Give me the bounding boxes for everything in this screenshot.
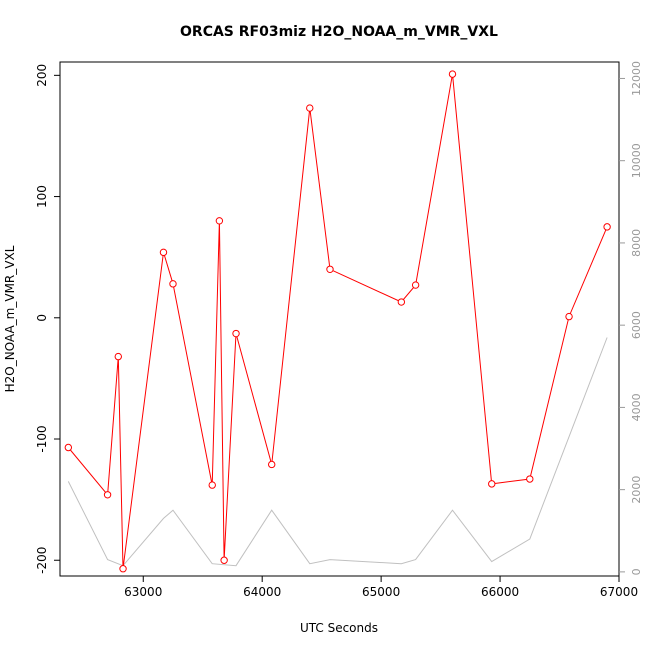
x-axis: 63000 64000 65000 66000 67000 <box>124 576 638 599</box>
y-tick-label: -200 <box>35 547 49 574</box>
y-axis: -200 -100 0 100 200 <box>35 64 60 574</box>
y2-tick-label: 0 <box>630 568 643 575</box>
data-point <box>411 281 420 289</box>
data-point <box>526 475 534 483</box>
data-point <box>326 265 334 273</box>
data-point <box>114 352 122 361</box>
plot-frame <box>59 61 620 577</box>
data-point <box>397 298 406 306</box>
y2-tick-label: 8000 <box>630 229 643 257</box>
series-line-left-axis <box>67 74 608 569</box>
data-point <box>488 480 496 488</box>
x-tick-label: 63000 <box>124 585 162 599</box>
y2-tick-label: 12000 <box>630 61 643 96</box>
data-point <box>448 70 457 78</box>
chart-title: ORCAS RF03miz H2O_NOAA_m_VMR_VXL <box>180 24 498 40</box>
x-tick-label: 66000 <box>481 585 519 599</box>
series-line-right-axis <box>67 337 608 567</box>
y2-tick-label: 2000 <box>630 476 643 504</box>
data-point <box>565 312 573 321</box>
data-point <box>169 280 177 288</box>
y2-axis: 0 2000 4000 6000 8000 10000 12000 <box>619 61 643 575</box>
y2-tick-label: 10000 <box>630 143 643 178</box>
data-point <box>159 248 168 257</box>
y-tick-label: 200 <box>35 64 49 87</box>
data-point <box>232 329 240 338</box>
data-point <box>64 443 73 452</box>
data-point <box>306 104 314 112</box>
data-point <box>103 491 112 499</box>
data-point <box>215 217 224 225</box>
y-axis-label: H2O_NOAA_m_VMR_VXL <box>3 245 17 392</box>
data-point <box>220 556 228 564</box>
y2-tick-label: 4000 <box>630 393 643 421</box>
data-point <box>603 223 611 231</box>
x-tick-label: 64000 <box>243 585 281 599</box>
data-point <box>208 481 216 489</box>
x-tick-label: 65000 <box>362 585 400 599</box>
series-layer <box>64 70 611 573</box>
y-tick-label: -100 <box>35 425 49 452</box>
x-axis-label: UTC Seconds <box>300 621 378 635</box>
y-tick-label: 0 <box>35 314 49 322</box>
y2-tick-label: 6000 <box>630 311 643 339</box>
x-tick-label: 67000 <box>600 585 638 599</box>
data-point <box>268 460 276 469</box>
data-point <box>119 565 127 573</box>
y-tick-label: 100 <box>35 185 49 208</box>
